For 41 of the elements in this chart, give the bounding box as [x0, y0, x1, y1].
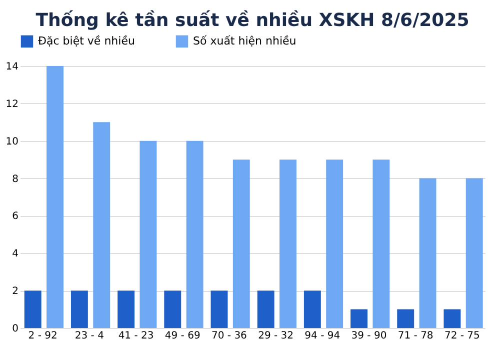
bar — [140, 140, 157, 328]
x-tick-label: 49 - 69 — [164, 330, 200, 342]
x-tick-label: 72 - 75 — [444, 330, 480, 342]
bar — [280, 160, 296, 328]
x-tick-label: 29 - 32 — [258, 330, 294, 342]
bar — [372, 160, 390, 328]
legend-label: Số xuất hiện nhiều — [193, 34, 296, 48]
bar — [350, 309, 368, 328]
y-tick-label: 8 — [12, 174, 18, 185]
bar — [70, 290, 88, 328]
y-tick-label: 4 — [12, 248, 18, 260]
bar — [118, 290, 135, 328]
y-tick-label: 2 — [12, 286, 18, 298]
bar — [93, 122, 110, 328]
x-tick-label: 94 - 94 — [304, 330, 340, 342]
y-tick-label: 14 — [6, 62, 18, 72]
y-tick-label: 12 — [6, 98, 18, 110]
bar — [419, 178, 436, 328]
bar — [444, 309, 461, 328]
bar — [210, 290, 228, 328]
bar — [257, 290, 274, 328]
bar — [46, 66, 64, 328]
y-tick-label: 0 — [12, 324, 18, 334]
x-tick-label: 70 - 36 — [211, 330, 247, 342]
legend-label: Đặc biệt về nhiều — [38, 34, 135, 48]
bar — [397, 309, 414, 328]
bar — [304, 290, 321, 328]
x-tick-label: 71 - 78 — [398, 330, 434, 342]
bar — [164, 290, 182, 328]
y-tick-label: 10 — [6, 136, 18, 148]
bar — [326, 160, 344, 328]
x-tick-label: 39 - 90 — [351, 330, 387, 342]
y-tick-label: 6 — [12, 211, 18, 222]
x-tick-label: 2 - 92 — [28, 330, 58, 342]
bar — [466, 178, 483, 328]
bar — [186, 140, 204, 328]
chart-title: Thống kê tần suất về nhiều XSKH 8/6/2025 — [36, 10, 470, 31]
x-tick-label: 23 - 4 — [74, 330, 104, 342]
bar — [24, 290, 42, 328]
x-tick-label: 41 - 23 — [118, 330, 154, 342]
bar — [232, 160, 250, 328]
